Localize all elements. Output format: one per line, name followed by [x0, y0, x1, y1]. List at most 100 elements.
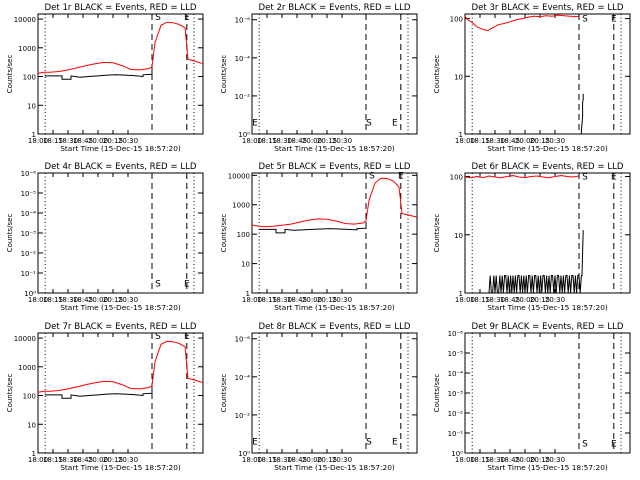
- x-tick-label: 18:00: [242, 137, 262, 145]
- series-events: [44, 67, 153, 80]
- y-tick-label: 10⁻⁴: [21, 210, 37, 218]
- x-tick-label: 20:15: [103, 456, 123, 464]
- y-tick-label: 10⁻⁴: [235, 55, 251, 63]
- y-tick-label: 10⁻⁴: [448, 370, 464, 378]
- start-marker: S: [155, 13, 161, 23]
- x-tick-label: 18:15: [470, 296, 490, 304]
- y-tick-label: 10000: [14, 335, 36, 343]
- x-tick-label: 20:30: [545, 137, 565, 145]
- start-marker: S: [582, 173, 588, 183]
- x-tick-label: 18:45: [73, 137, 93, 145]
- x-axis-label: Start Time (15-Dec-15 18:57:20): [487, 463, 608, 472]
- x-tick-label: 18:00: [28, 456, 48, 464]
- x-tick-label: 18:15: [257, 137, 277, 145]
- x-tick-label: 20:00: [302, 456, 322, 464]
- y-tick-label: 10: [454, 232, 463, 240]
- start-marker: S: [369, 171, 375, 181]
- x-tick-label: 18:30: [485, 137, 505, 145]
- plot-frame: [464, 332, 631, 454]
- y-tick-label: 10000: [228, 172, 250, 180]
- x-tick-label: 18:15: [470, 137, 490, 145]
- x-tick-label: 20:15: [530, 296, 550, 304]
- end-marker: E: [392, 438, 398, 448]
- panel-title: Det 1r BLACK = Events, RED = LLD: [44, 3, 196, 13]
- panel-title: Det 4r BLACK = Events, RED = LLD: [44, 162, 196, 172]
- end-marker: E: [398, 171, 404, 181]
- plot-frame: [37, 332, 204, 454]
- x-tick-label: 20:00: [515, 296, 535, 304]
- end-marker: E: [184, 279, 190, 289]
- y-tick-label: 1: [32, 450, 36, 458]
- x-tick-label: 18:15: [470, 456, 490, 464]
- y-tick-label: 10⁻³: [448, 390, 464, 398]
- y-tick-label: 10⁻⁶: [235, 336, 251, 344]
- panel-title: Det 5r BLACK = Events, RED = LLD: [258, 162, 410, 172]
- panel-2: Det 2r BLACK = Events, RED = LLD 10⁰ 10⁻² 1…: [220, 3, 418, 153]
- y-tick-label: 10⁻¹: [21, 270, 37, 278]
- y-tick-label: 100: [237, 231, 250, 239]
- panel-1: Det 1r BLACK = Events, RED = LLD 1 10 100 10…: [6, 3, 204, 153]
- y-tick-label: 10⁻⁶: [448, 330, 464, 338]
- x-axis-label: Start Time (15-Dec-15 18:57:20): [274, 463, 395, 472]
- y-tick-label: 10: [454, 73, 463, 81]
- x-tick-label: 18:45: [500, 296, 520, 304]
- x-tick-label: 20:00: [302, 296, 322, 304]
- x-tick-label: 18:30: [272, 456, 292, 464]
- x-tick-label: 20:15: [103, 137, 123, 145]
- y-tick-label: 10: [241, 261, 250, 269]
- x-tick-label: 18:45: [500, 456, 520, 464]
- y-tick-label: 10⁻⁶: [21, 170, 37, 178]
- x-tick-label: 18:30: [58, 137, 78, 145]
- start-marker: S: [366, 119, 372, 129]
- y-tick-label: 1000: [18, 364, 36, 372]
- y-tick-label: 10⁻²: [235, 412, 251, 420]
- end-marker: E: [252, 119, 258, 129]
- x-tick-label: 18:30: [272, 137, 292, 145]
- x-axis-label: Start Time (15-Dec-15 18:57:20): [274, 144, 395, 153]
- plot-frame: [251, 13, 418, 135]
- x-tick-label: 20:15: [317, 296, 337, 304]
- y-axis-label: Counts/sec: [220, 214, 228, 253]
- series-lld: [251, 177, 418, 228]
- y-tick-label: 1: [459, 290, 463, 298]
- x-tick-label: 20:30: [118, 137, 138, 145]
- x-tick-label: 18:15: [43, 456, 63, 464]
- x-axis-label: Start Time (15-Dec-15 18:57:20): [60, 463, 181, 472]
- x-tick-label: 18:30: [58, 456, 78, 464]
- x-tick-label: 18:30: [272, 296, 292, 304]
- y-axis-label: Counts/sec: [433, 214, 441, 253]
- y-tick-label: 10⁻²: [235, 93, 251, 101]
- x-tick-label: 20:00: [515, 137, 535, 145]
- y-tick-label: 100: [23, 393, 36, 401]
- y-tick-label: 10⁻⁶: [235, 17, 251, 25]
- start-marker: S: [155, 332, 161, 342]
- x-tick-label: 20:15: [317, 137, 337, 145]
- x-tick-label: 18:00: [28, 137, 48, 145]
- x-tick-label: 20:00: [88, 456, 108, 464]
- x-tick-label: 18:45: [287, 296, 307, 304]
- plot-frame: [37, 13, 204, 135]
- x-tick-label: 18:15: [257, 296, 277, 304]
- x-tick-label: 18:00: [455, 456, 475, 464]
- x-tick-label: 18:00: [455, 137, 475, 145]
- y-axis-label: Counts/sec: [433, 55, 441, 94]
- plot-frame: [37, 172, 204, 294]
- x-tick-label: 18:00: [455, 296, 475, 304]
- y-tick-label: 10⁻²: [448, 410, 464, 418]
- x-tick-label: 18:45: [500, 137, 520, 145]
- x-tick-label: 18:45: [287, 456, 307, 464]
- y-tick-label: 10000: [14, 16, 36, 24]
- x-tick-label: 20:30: [545, 296, 565, 304]
- y-tick-label: 10⁻³: [21, 230, 37, 238]
- end-marker: E: [611, 173, 617, 183]
- panel-4: Det 4r BLACK = Events, RED = LLD 10⁰ 10⁻¹ 1…: [6, 162, 204, 312]
- x-tick-label: 18:15: [43, 137, 63, 145]
- start-marker: S: [155, 279, 161, 289]
- series-lld: [464, 14, 580, 32]
- y-tick-label: 100: [23, 74, 36, 82]
- x-tick-label: 20:00: [515, 456, 535, 464]
- y-tick-label: 100: [450, 174, 463, 182]
- y-tick-label: 10⁻⁴: [235, 374, 251, 382]
- end-marker: E: [611, 439, 617, 449]
